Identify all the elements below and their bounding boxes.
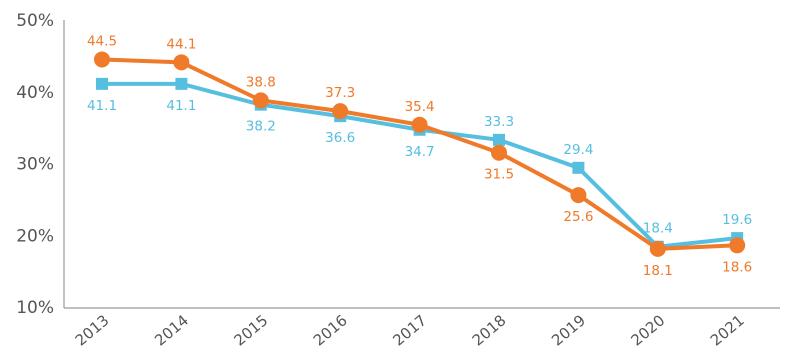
x-axis-ticks: 2013 2014 2015 2016 2017 2018 2019 2020 2021	[72, 311, 748, 349]
circle-marker	[570, 187, 587, 204]
y-tick-label: 40%	[16, 83, 54, 103]
y-axis-ticks: 10% 20% 30% 40% 50%	[16, 11, 54, 318]
x-tick-label: 2016	[310, 311, 351, 349]
data-label: 38.2	[246, 119, 276, 135]
data-labels-layer: 41.1 41.1 38.2 36.6 34.7 33.3 29.4 18.4 19.6 44.5…	[87, 33, 752, 278]
circle-marker	[729, 237, 746, 254]
series-layer	[94, 51, 746, 257]
data-label: 37.3	[325, 85, 355, 101]
square-marker	[572, 161, 585, 174]
circle-marker	[491, 144, 507, 161]
circle-marker	[411, 116, 428, 133]
x-tick-label: 2015	[231, 311, 272, 349]
x-tick-label: 2013	[72, 311, 113, 349]
y-tick-label: 20%	[16, 226, 54, 246]
data-label: 18.6	[722, 259, 752, 275]
circle-marker	[252, 92, 269, 109]
x-tick-label: 2019	[548, 311, 589, 349]
square-marker	[96, 77, 108, 90]
data-label: 31.5	[484, 167, 514, 183]
data-label: 18.1	[643, 263, 673, 279]
data-label: 29.4	[563, 142, 593, 158]
data-label: 19.6	[722, 212, 752, 228]
data-label: 33.3	[484, 114, 514, 130]
square-marker	[493, 133, 505, 146]
data-label: 35.4	[405, 99, 435, 115]
data-label: 41.1	[87, 98, 117, 114]
circle-marker	[649, 240, 666, 257]
y-tick-label: 10%	[16, 298, 54, 318]
data-label: 44.1	[166, 36, 196, 52]
data-label: 36.6	[325, 130, 355, 146]
data-label: 18.4	[643, 221, 673, 237]
x-tick-label: 2018	[469, 311, 510, 349]
x-tick-label: 2021	[707, 311, 748, 349]
data-label: 41.1	[166, 98, 196, 114]
circle-marker	[332, 103, 349, 120]
data-label: 44.5	[87, 33, 117, 49]
data-label: 38.8	[246, 74, 276, 90]
x-tick-label: 2014	[151, 311, 192, 349]
circle-marker	[94, 51, 110, 68]
data-label: 25.6	[563, 209, 593, 225]
x-tick-label: 2017	[389, 311, 430, 349]
circle-marker	[173, 54, 190, 71]
data-label: 34.7	[405, 144, 435, 160]
y-tick-label: 50%	[16, 11, 54, 31]
x-tick-label: 2020	[628, 311, 669, 349]
square-marker	[175, 77, 188, 90]
y-tick-label: 30%	[16, 155, 54, 175]
